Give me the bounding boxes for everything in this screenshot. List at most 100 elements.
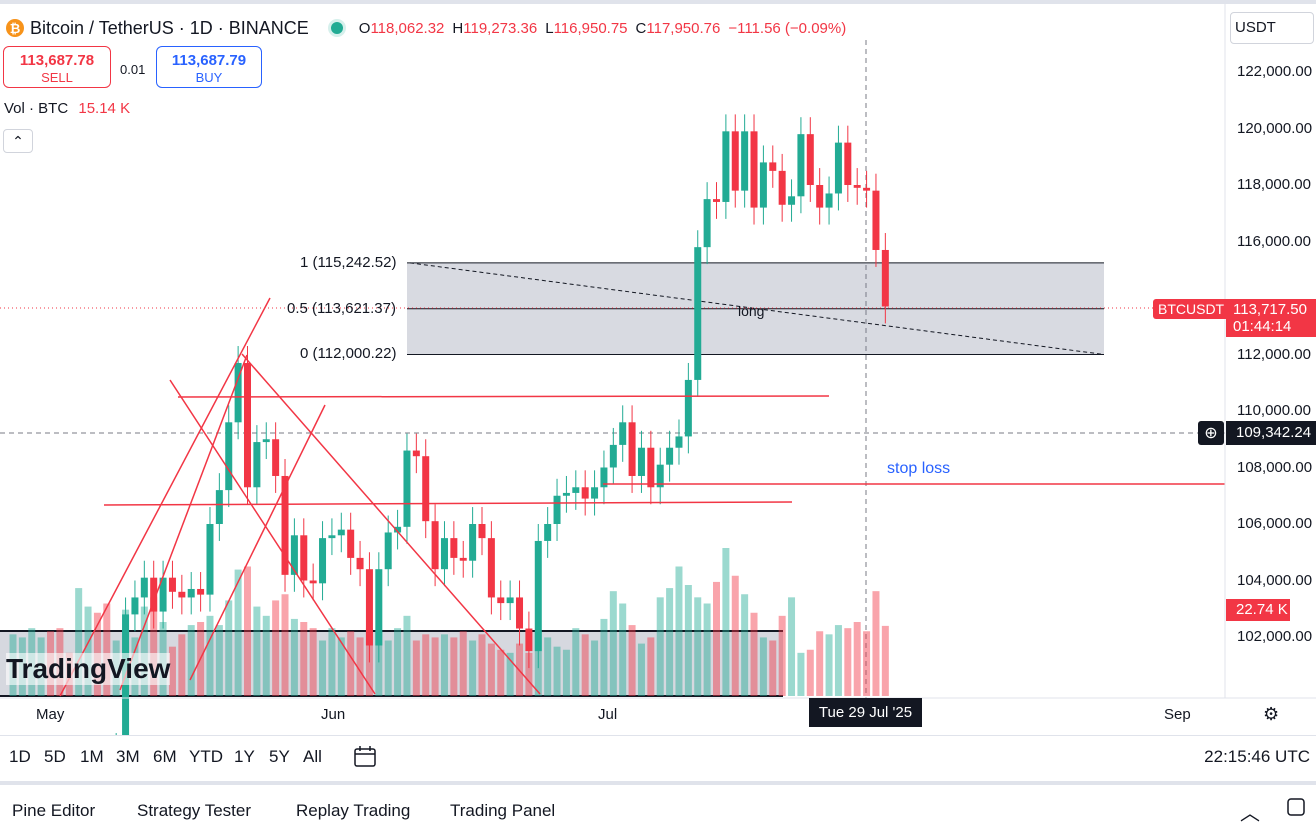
volume-bar [459,631,467,696]
volume-bar [881,625,889,696]
symbol-header: ₿ Bitcoin / TetherUS · 1D · BINANCE O118… [0,14,854,42]
candle-body [309,580,317,584]
candle-body [591,487,599,499]
candle-body [159,577,167,612]
volume-bar [591,640,599,696]
volume-bar [300,622,308,696]
price-chart[interactable] [0,0,1316,735]
price-tick-label: 104,000.00 [1237,571,1313,589]
drawn-trend-line [119,354,248,691]
calendar-icon[interactable] [352,744,378,770]
symbol-price-tag: BTCUSDT [1153,299,1230,319]
volume-bar [656,597,664,696]
candle-body [356,557,364,570]
volume-bar [806,649,814,696]
drawn-trend-line [59,297,271,697]
volume-bar [769,640,777,696]
candle-body [131,597,139,615]
collapse-legend-button[interactable]: ⌃ [3,129,33,153]
candle-body [788,196,796,205]
candle-body [703,199,711,248]
volume-bar [319,640,327,696]
ohlc-value: −111.56 (−0.09%) [728,19,847,37]
tab-replay-trading[interactable]: Replay Trading [296,801,411,820]
candle-body [150,577,158,612]
range-button-all[interactable]: All [303,747,322,766]
chevron-up-icon[interactable]: ︿ [1240,803,1260,825]
drawn-trend-line [177,395,830,398]
time-tick-label: Jun [321,706,346,723]
ohlc-value: 118,062.32 [370,19,445,37]
candle-body [759,162,767,208]
candle-body [675,436,683,448]
fib-level-label: 0.5 (113,621.37) [287,299,396,317]
volume-bar [84,606,92,696]
volume-bar [75,588,83,696]
sell-label: SELL [41,70,73,85]
range-button-1m[interactable]: 1M [80,747,104,766]
buy-button[interactable]: 113,687.79 BUY [156,46,262,88]
range-button-1y[interactable]: 1Y [234,747,255,766]
candle-body [469,524,477,561]
volume-bar [684,585,692,696]
symbol-title[interactable]: Bitcoin / TetherUS · 1D · BINANCE [30,17,309,38]
candle-body [534,540,542,652]
tradingview-watermark[interactable]: TradingView [6,653,171,685]
crosshair-date-tag: Tue 29 Jul '25 [809,698,922,727]
candle-body [431,521,439,570]
sell-button[interactable]: 113,687.78 SELL [3,46,111,88]
range-button-5y[interactable]: 5Y [269,747,290,766]
volume-bar [666,588,674,696]
volume-bar [750,612,758,696]
candle-body [778,170,786,205]
range-button-5d[interactable]: 5D [44,747,66,766]
candle-body [403,450,411,527]
range-button-6m[interactable]: 6M [153,747,177,766]
volume-bar [703,603,711,696]
volume-bar [450,637,458,696]
fib-level-label: 0 (112,000.22) [300,345,397,363]
volume-bar [759,637,767,696]
volume-bar [797,652,805,696]
candle-body [647,447,655,488]
tab-strategy-tester[interactable]: Strategy Tester [137,801,252,820]
volume-bar [244,566,251,696]
volume-bar [206,615,214,696]
market-status-icon[interactable] [330,22,343,34]
candle-body [806,134,814,185]
currency-selector[interactable]: USDT [1230,12,1314,44]
candle-body [572,487,580,493]
tab-trading-panel[interactable]: Trading Panel [450,801,556,820]
volume-bar [731,575,739,696]
ohlc-readout: O118,062.32 H119,273.36 L116,950.75 C117,95… [359,20,854,37]
candle-body [225,422,233,491]
range-button-3m[interactable]: 3M [116,747,140,766]
candle-body [713,199,720,202]
price-tick-label: 118,000.00 [1237,176,1311,193]
candle-body [337,529,345,536]
range-button-1d[interactable]: 1D [9,747,31,766]
utc-clock[interactable]: 22:15:46 UTC [1204,747,1310,766]
candle-body [853,185,861,188]
volume-bar [553,646,561,696]
volume-bar [290,618,298,696]
volume-bar [844,628,852,696]
settings-gear-icon[interactable]: ⚙ [1263,704,1280,724]
ohlc-value: 119,273.36 [463,19,538,37]
candle-body [544,524,552,541]
tab-pine-editor[interactable]: Pine Editor [12,801,96,820]
price-tick-label: 112,000.00 [1237,345,1311,363]
candle-body [234,362,242,423]
volume-bar [497,649,505,696]
range-button-ytd[interactable]: YTD [189,747,223,766]
maximize-icon[interactable] [1286,797,1306,817]
volume-bar [713,581,720,696]
candle-body [487,538,495,598]
price-tick-label: 108,000.00 [1237,458,1313,476]
volume-bar [478,634,486,696]
volume-legend[interactable]: Vol · BTC 15.14 K [4,100,130,117]
volume-bar [600,618,608,696]
volume-bar [253,606,261,696]
add-alert-icon[interactable]: ⊕ [1198,421,1224,445]
volume-bar [215,625,223,696]
